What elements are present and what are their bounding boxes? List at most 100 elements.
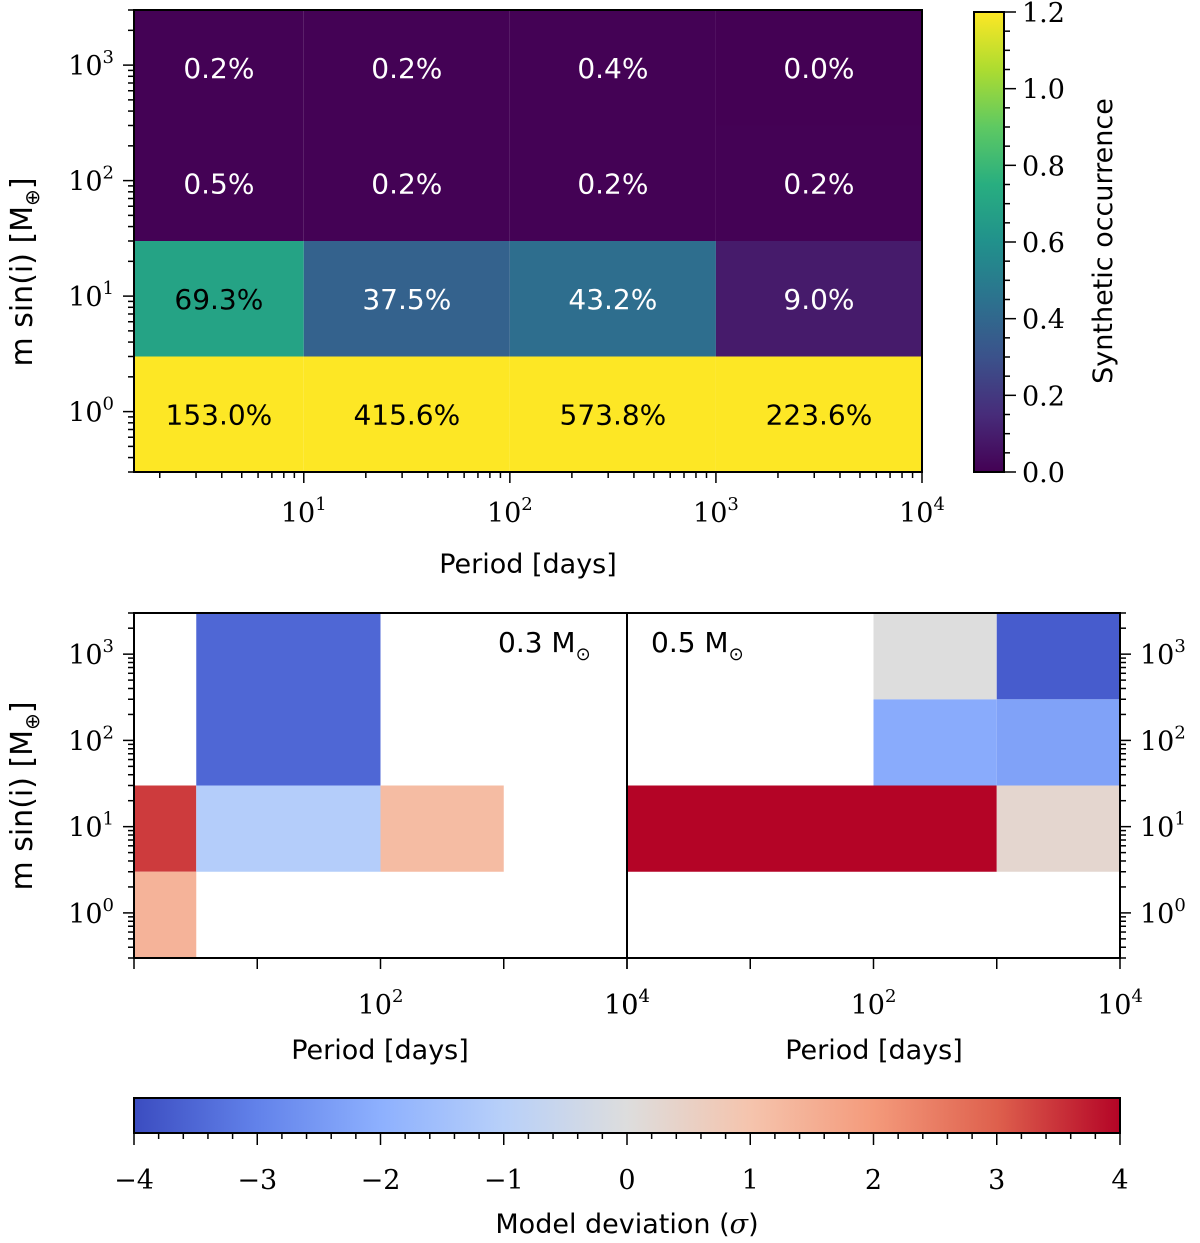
deviation-0.3-x-axis: 102 104	[133, 958, 650, 1021]
heatmap-cell	[509, 125, 716, 241]
tick-label: 102	[68, 722, 114, 757]
heatmap-cell	[715, 125, 922, 241]
cell-value-label: 43.2%	[568, 283, 657, 316]
deviation-cell	[996, 785, 1120, 872]
deviation-0.3-y-axis: 100 101 102 103	[68, 612, 134, 959]
cell-value-label: 9.0%	[783, 283, 854, 316]
cell-value-label: 69.3%	[174, 283, 263, 316]
deviation-0.5-x-axis: 104 102 104	[604, 958, 1143, 1021]
occurrence-colorbar	[974, 12, 1004, 472]
colorbar-tick-label: 3	[988, 1165, 1005, 1196]
occurrence-x-label: Period [days]	[439, 549, 617, 580]
heatmap-cell	[509, 241, 716, 357]
occurrence-x-axis: 101 102 103 104	[158, 472, 945, 529]
heatmap-cell	[303, 356, 510, 472]
colorbar-tick-label: 0.6	[1022, 228, 1065, 259]
deviation-0.5-y-axis: 100 101 102 103	[1120, 612, 1186, 959]
heatmap-cell	[134, 10, 304, 126]
tick-label: 101	[68, 278, 114, 313]
heatmap-cell	[134, 356, 304, 472]
colorbar-tick-label: 0.2	[1022, 381, 1065, 412]
colorbar-tick-label: 1.0	[1022, 75, 1065, 106]
deviation-0.5-cells	[627, 613, 1120, 872]
tick-label: 103	[68, 636, 114, 671]
cell-value-label: 37.5%	[362, 283, 451, 316]
colorbar-tick-label: 0	[618, 1165, 635, 1196]
tick-label: 104	[1097, 986, 1143, 1021]
deviation-cell	[873, 699, 997, 786]
colorbar-tick-label: 4	[1111, 1165, 1128, 1196]
tick-label: 101	[68, 809, 114, 844]
tick-label: 100	[68, 394, 114, 429]
tick-label: 102	[851, 986, 897, 1021]
deviation-cell	[996, 613, 1120, 700]
tick-label: 101	[1140, 809, 1186, 844]
colorbar-tick-label: 1.2	[1022, 0, 1065, 29]
deviation-colorbar-label: Model deviation (σ)	[495, 1209, 758, 1240]
deviation-cell	[196, 613, 381, 786]
deviation-cell	[380, 785, 504, 872]
heatmap-cell	[715, 10, 922, 126]
tick-label: 100	[68, 895, 114, 930]
cell-value-label: 0.2%	[577, 167, 648, 200]
cell-value-label: 0.5%	[183, 167, 254, 200]
tick-label: 102	[487, 494, 533, 529]
heatmap-cell	[509, 356, 716, 472]
deviation-cell	[873, 613, 997, 700]
deviation-colorbar-ticks: −4 −3 −2 −1 0 1 2 3 4	[114, 1133, 1129, 1196]
heatmap-cell	[303, 241, 510, 357]
colorbar-tick-label: 0.0	[1022, 458, 1065, 489]
occurrence-heatmap-annotations: 153.0% 415.6% 573.8% 223.6% 69.3% 37.5% 43.2% 9…	[166, 52, 873, 432]
occurrence-y-axis: 100 101 102 103	[68, 9, 134, 473]
deviation-cell	[196, 785, 381, 872]
heatmap-cell	[715, 241, 922, 357]
occurrence-heatmap-cells	[134, 10, 922, 472]
cell-value-label: 223.6%	[766, 398, 873, 431]
colorbar-tick-label: −2	[361, 1165, 401, 1196]
deviation-cell	[134, 785, 197, 872]
cell-value-label: 0.2%	[183, 52, 254, 85]
tick-label: 103	[1140, 636, 1186, 671]
deviation-0.3-x-label: Period [days]	[291, 1035, 469, 1066]
cell-value-label: 0.2%	[783, 167, 854, 200]
occurrence-colorbar-label: Synthetic occurrence	[1088, 98, 1119, 384]
heatmap-cell	[134, 241, 304, 357]
deviation-0.3-y-label: m sin(i) [M⊕]	[5, 701, 44, 890]
cell-value-label: 415.6%	[353, 398, 460, 431]
tick-label: 102	[1140, 722, 1186, 757]
deviation-cell	[627, 785, 997, 872]
cell-value-label: 0.2%	[371, 167, 442, 200]
colorbar-tick-label: 2	[865, 1165, 882, 1196]
heatmap-cell	[509, 10, 716, 126]
deviation-cell	[996, 699, 1120, 786]
occurrence-colorbar-ticks: 0.0 0.2 0.4 0.6 0.8 1.0 1.2	[1004, 0, 1065, 489]
tick-label: 104	[899, 494, 945, 529]
deviation-colorbar	[134, 1098, 1120, 1133]
colorbar-tick-label: −1	[484, 1165, 524, 1196]
cell-value-label: 573.8%	[560, 398, 667, 431]
heatmap-cell	[303, 125, 510, 241]
occurrence-y-label: m sin(i) [M⊕]	[5, 177, 44, 366]
colorbar-tick-label: −4	[114, 1165, 154, 1196]
deviation-cell	[134, 871, 197, 958]
colorbar-tick-label: 0.8	[1022, 151, 1065, 182]
colorbar-tick-label: −3	[237, 1165, 277, 1196]
heatmap-cell	[303, 10, 510, 126]
tick-label: 101	[281, 494, 327, 529]
tick-label: 102	[68, 163, 114, 198]
tick-label: 104	[604, 986, 650, 1021]
tick-label: 103	[693, 494, 739, 529]
deviation-0.3-panel-label: 0.3 M⊙	[498, 626, 591, 665]
cell-value-label: 0.2%	[371, 52, 442, 85]
colorbar-tick-label: 0.4	[1022, 305, 1065, 336]
cell-value-label: 0.0%	[783, 52, 854, 85]
deviation-0.3-cells	[134, 613, 504, 958]
tick-label: 103	[68, 47, 114, 82]
colorbar-tick-label: 1	[742, 1165, 759, 1196]
heatmap-cell	[134, 125, 304, 241]
deviation-0.5-panel-label: 0.5 M⊙	[651, 626, 744, 665]
tick-label: 100	[1140, 895, 1186, 930]
tick-label: 104	[604, 986, 650, 1021]
heatmap-cell	[715, 356, 922, 472]
